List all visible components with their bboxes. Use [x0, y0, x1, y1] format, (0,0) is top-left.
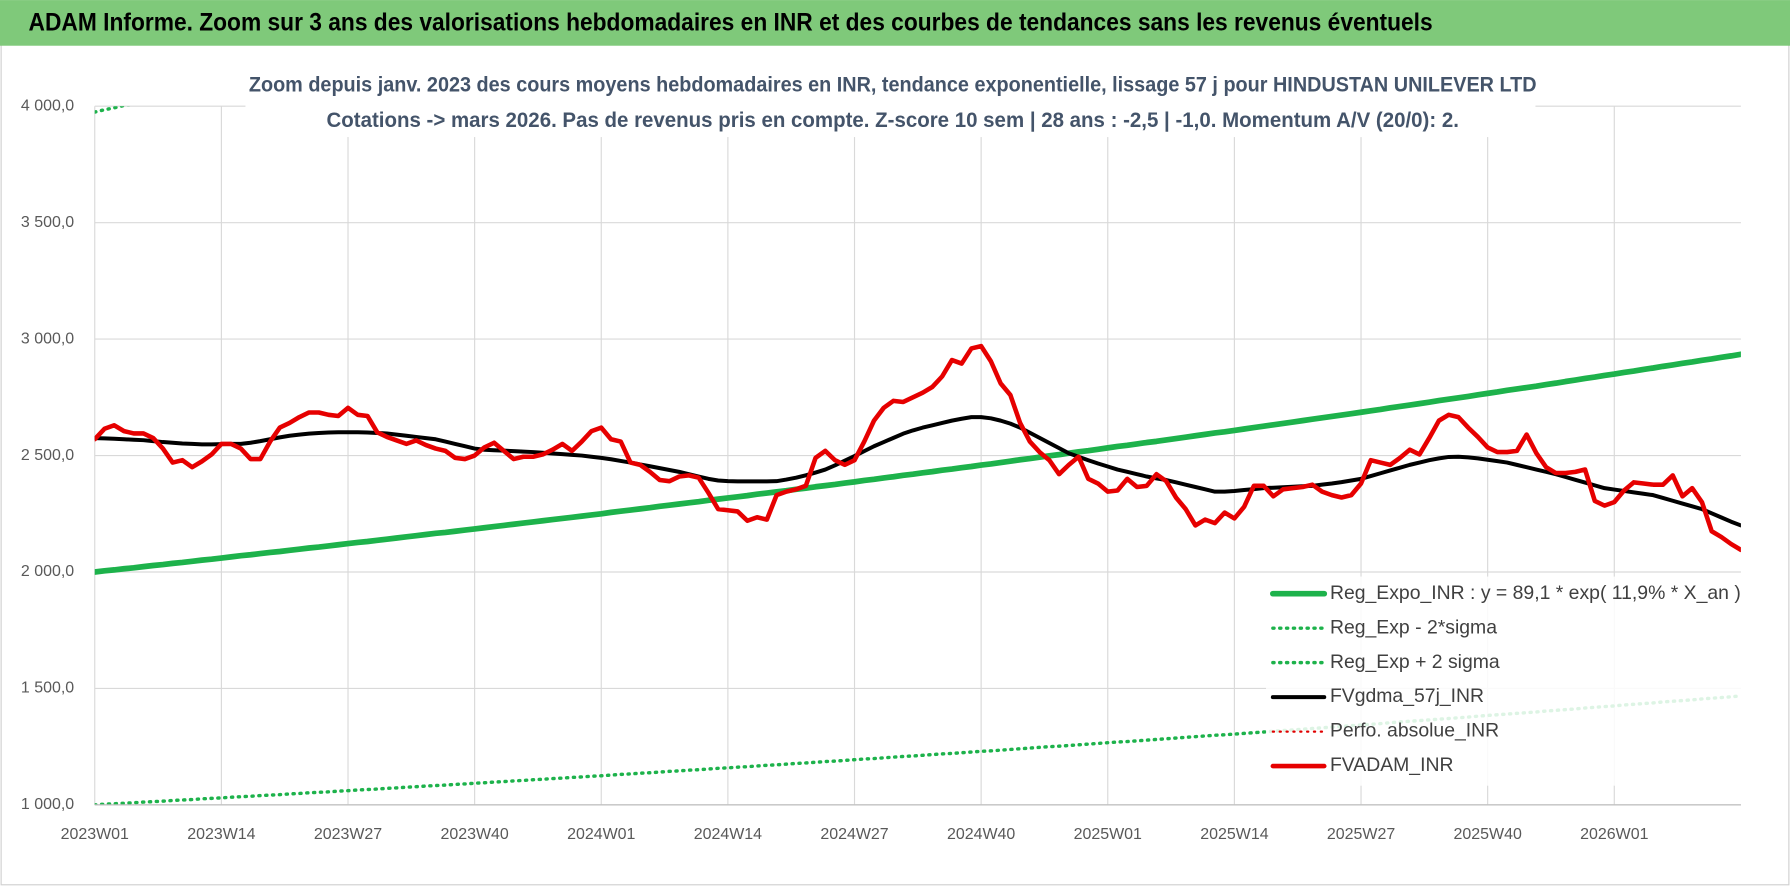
x-tick-label: 2023W27 [314, 826, 382, 843]
x-tick-label: 2026W01 [1580, 826, 1648, 843]
y-tick-label: 1 500,0 [21, 680, 74, 697]
y-tick-label: 3 500,0 [21, 214, 74, 231]
legend-label: Reg_Exp - 2*sigma [1330, 616, 1497, 638]
x-tick-label: 2025W14 [1200, 826, 1268, 843]
legend-box [1266, 576, 1746, 786]
legend-label: Reg_Expo_INR : y = 89,1 * exp( 11,9% * X… [1330, 582, 1741, 604]
y-tick-label: 2 500,0 [21, 447, 74, 464]
x-tick-label: 2024W14 [694, 826, 762, 843]
x-tick-label: 2024W27 [820, 826, 888, 843]
header-bar [0, 0, 1790, 46]
x-tick-label: 2023W01 [61, 826, 129, 843]
chart-title: Zoom depuis janv. 2023 des cours moyens … [249, 71, 1537, 96]
title-backdrop [245, 68, 1536, 138]
series-layer [94, 106, 1741, 805]
x-tick-label: 2025W01 [1074, 826, 1142, 843]
x-tick-label: 2025W40 [1453, 826, 1521, 843]
x-tick-label: 2023W40 [440, 826, 508, 843]
x-tick-label: 2024W01 [567, 826, 635, 843]
y-tick-label: 2 000,0 [21, 563, 74, 580]
x-tick-label: 2025W27 [1327, 826, 1395, 843]
series-line [94, 351, 1741, 575]
y-tick-label: 4 000,0 [21, 97, 74, 114]
chart-subtitle: Cotations -> mars 2026. Pas de revenus p… [326, 107, 1458, 132]
axes: 1 000,0 1 500,0 2 000,0 2 500,0 3 000,0 3 500… [21, 97, 1741, 843]
y-tick-label: 3 000,0 [21, 330, 74, 347]
x-tick-label: 2024W40 [947, 826, 1015, 843]
legend: Reg_Expo_INR : y = 89,1 * exp( 11,9% * X… [1266, 576, 1746, 786]
legend-label: Perfo. absolue_INR [1330, 720, 1499, 742]
series-line [94, 694, 1741, 805]
page-title: ADAM Informe. Zoom sur 3 ans des valoris… [29, 9, 1433, 37]
legend-label: Reg_Exp + 2 sigma [1330, 651, 1500, 673]
legend-label: FVgdma_57j_INR [1330, 685, 1484, 707]
y-tick-label: 1 000,0 [21, 796, 74, 813]
series-line [94, 343, 1741, 553]
series-line [94, 415, 1741, 528]
legend-label: FVADAM_INR [1330, 754, 1454, 776]
x-tick-label: 2023W14 [187, 826, 255, 843]
